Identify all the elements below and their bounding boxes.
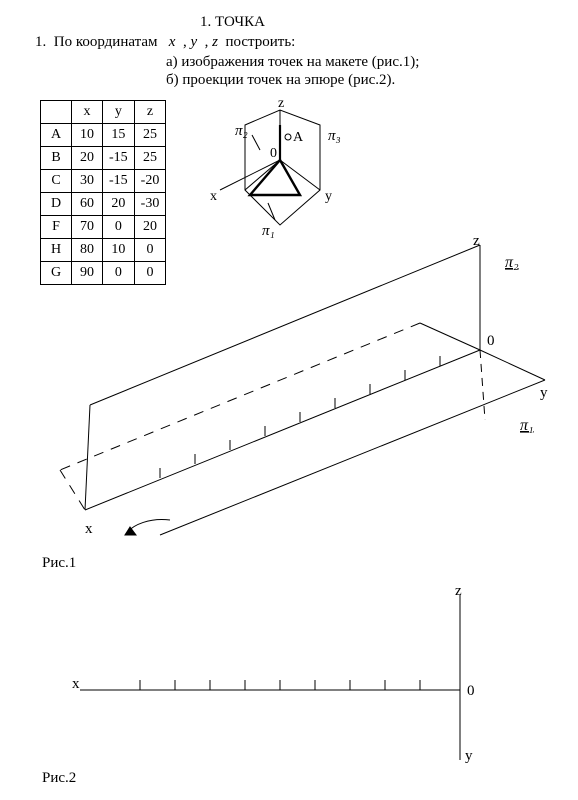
table-header	[41, 101, 72, 124]
table-header: y	[103, 101, 135, 124]
page-title: 1. ТОЧКА	[200, 14, 265, 31]
var-x: x	[169, 34, 176, 50]
table-row: C30-15-20	[41, 170, 166, 193]
var-z: z	[212, 34, 218, 50]
table-cell: 30	[72, 170, 103, 193]
table-header-row: x y z	[41, 101, 166, 124]
pointA-label: A	[293, 130, 304, 145]
table-cell: -20	[134, 170, 166, 193]
table-cell: 15	[103, 124, 135, 147]
table-cell: 25	[134, 147, 166, 170]
table-row: D6020-30	[41, 193, 166, 216]
table-header: z	[134, 101, 166, 124]
table-header: x	[72, 101, 103, 124]
table-cell: -15	[103, 170, 135, 193]
table-cell: 20	[103, 193, 135, 216]
y-label: y	[540, 385, 548, 401]
table-cell: B	[41, 147, 72, 170]
epure-diagram: z 0 y x	[60, 585, 520, 765]
y-label: y	[325, 189, 332, 204]
task-number: 1.	[35, 34, 46, 50]
maket-diagram: z 0 y x π₂ π₁	[30, 235, 550, 555]
z-label: z	[455, 585, 462, 599]
var-y: y	[190, 34, 197, 50]
table-cell: 10	[72, 124, 103, 147]
pi3-label: π₃	[328, 128, 341, 144]
fig1-caption: Рис.1	[42, 555, 76, 572]
task-prefix: По координатам	[54, 34, 158, 50]
x-label: x	[72, 676, 80, 692]
table-cell: -15	[103, 147, 135, 170]
table-cell: 25	[134, 124, 166, 147]
z-label: z	[473, 235, 480, 249]
table-cell: D	[41, 193, 72, 216]
pi1-label: π₁	[520, 417, 534, 434]
pi2-label: π₂	[235, 123, 248, 139]
table-cell: A	[41, 124, 72, 147]
table-cell: -30	[134, 193, 166, 216]
fig2-caption: Рис.2	[42, 770, 76, 787]
table-cell: 20	[72, 147, 103, 170]
z-label: z	[278, 96, 284, 111]
origin-label: 0	[467, 683, 475, 699]
table-row: A101525	[41, 124, 166, 147]
subtask-a: а) изображения точек на макете (рис.1);	[166, 54, 419, 71]
y-label: y	[465, 748, 473, 764]
pi2-label: π₂	[505, 254, 519, 271]
subtask-b: б) проекции точек на эпюре (рис.2).	[166, 72, 395, 89]
table-row: B20-1525	[41, 147, 166, 170]
origin-label: 0	[270, 146, 277, 161]
x-label: x	[210, 189, 217, 204]
table-cell: C	[41, 170, 72, 193]
task-suffix: построить:	[225, 34, 295, 50]
table-cell: 60	[72, 193, 103, 216]
x-label: x	[85, 521, 93, 537]
origin-label: 0	[487, 333, 495, 349]
task-line: 1. По координатам x , y , z построить:	[35, 34, 555, 51]
